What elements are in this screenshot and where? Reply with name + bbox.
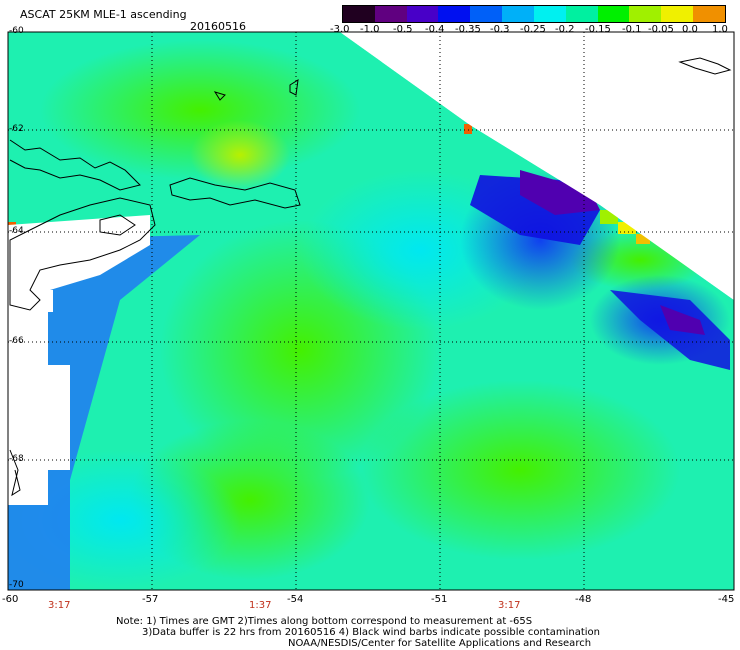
note-line-1: Note: 1) Times are GMT 2)Times along bot…: [116, 616, 533, 627]
colorbar-swatch: [597, 6, 630, 22]
lon-label: -60: [2, 594, 19, 605]
colorbar-swatch: [629, 6, 662, 22]
colorbar-tick: -0.05: [648, 24, 674, 35]
colorbar-swatch: [406, 6, 439, 22]
blue-region-west: [8, 235, 200, 590]
colorbar-tick: -0.4: [425, 24, 445, 35]
colorbar-tick: -0.35: [455, 24, 481, 35]
purple-region: [520, 170, 600, 215]
lon-label: -51: [431, 594, 448, 605]
no-data-area: [340, 32, 734, 300]
time-label: 1:37: [249, 600, 272, 611]
purple-region: [660, 305, 705, 335]
note-line-2: 3)Data buffer is 22 hrs from 20160516 4)…: [142, 627, 600, 638]
lon-label: -48: [575, 594, 592, 605]
lat-label: -66: [9, 336, 24, 346]
product-date: 20160516: [190, 20, 246, 33]
colorbar-tick: -1.0: [360, 24, 380, 35]
colorbar-swatch: [533, 6, 566, 22]
note-line-3: NOAA/NESDIS/Center for Satellite Applica…: [288, 638, 592, 649]
colorbar-swatch: [661, 6, 694, 22]
graticule: [8, 32, 734, 590]
colorbar-tick: -0.1: [622, 24, 642, 35]
lon-label: -57: [142, 594, 159, 605]
colorbar-swatch: [693, 6, 725, 22]
edge-pixel: [636, 234, 650, 244]
product-title: ASCAT 25KM MLE-1 ascending: [20, 8, 187, 21]
colorbar-tick: 0.0: [682, 24, 698, 35]
data-field: [8, 32, 734, 590]
coastlines: [9, 57, 732, 497]
colorbar-swatch: [343, 6, 375, 22]
colorbar-tick: -0.15: [585, 24, 611, 35]
time-label: 3:17: [48, 600, 71, 611]
plot-frame: [7, 31, 735, 591]
land-mask: [8, 312, 70, 505]
lat-label: -62: [9, 124, 24, 134]
time-label: 3:17: [498, 600, 521, 611]
edge-pixel: [464, 124, 472, 134]
colorbar-tick: 1.0: [712, 24, 728, 35]
lat-label: -60: [9, 26, 24, 36]
colorbar-tick: -0.3: [490, 24, 510, 35]
yellowgreen-region: [190, 120, 290, 190]
colorbar-tick: -0.25: [520, 24, 546, 35]
colorbar-swatch: [565, 6, 598, 22]
colorbar-swatch: [502, 6, 534, 22]
land-mask: [8, 290, 53, 312]
colorbar: [342, 5, 726, 23]
lon-label: -54: [287, 594, 304, 605]
colorbar-tick: -3.0: [330, 24, 350, 35]
colorbar-tick: -0.5: [393, 24, 413, 35]
green-region: [360, 380, 680, 560]
lat-label: -70: [9, 580, 24, 590]
lon-label: -45: [718, 594, 735, 605]
colorbar-swatch: [438, 6, 471, 22]
colorbar-tick: -0.2: [555, 24, 575, 35]
colorbar-swatch: [374, 6, 407, 22]
colorbar-swatch: [470, 6, 503, 22]
lat-label: -64: [9, 226, 24, 236]
lat-label: -68: [9, 454, 24, 464]
